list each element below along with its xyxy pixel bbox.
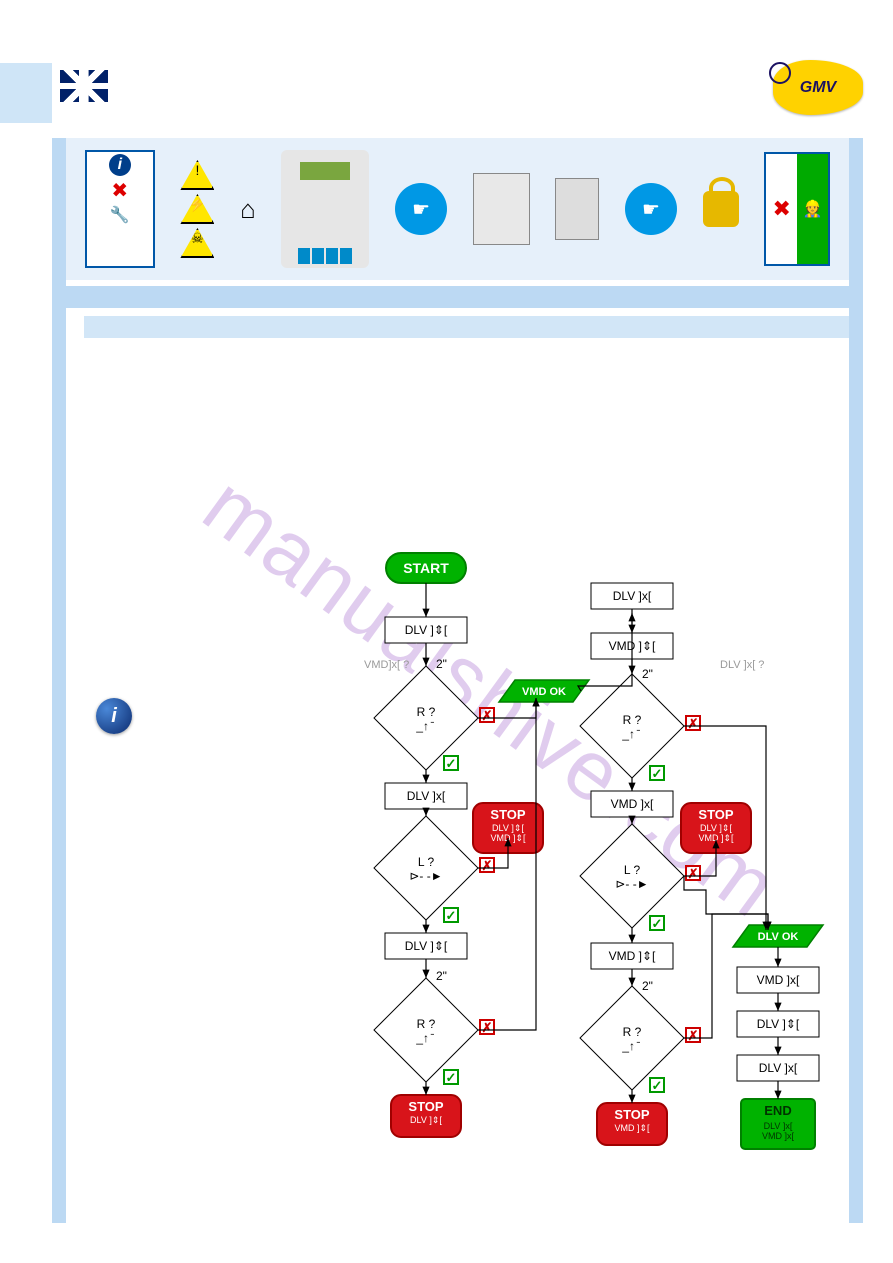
svg-text:VMD OK: VMD OK <box>522 686 566 698</box>
svg-text:⊳- -►: ⊳- -► <box>615 877 648 891</box>
content: i ✖ 🔧 ! ⚡ ☠ ⌂ ☛ ☛ ✖ 👷 <box>52 138 863 1223</box>
svg-text:✗: ✗ <box>482 1020 493 1035</box>
svg-text:⊳- -►: ⊳- -► <box>409 869 442 883</box>
svg-text:VMD ]x[: VMD ]x[ <box>762 1131 795 1141</box>
svg-text:STOP: STOP <box>698 807 733 822</box>
svg-text:✓: ✓ <box>652 766 663 781</box>
svg-text:VMD ]x[: VMD ]x[ <box>611 797 654 811</box>
brand-logo: GMV <box>773 60 863 115</box>
svg-text:VMD]x[ ?: VMD]x[ ? <box>364 659 409 671</box>
svg-text:DLV ]⇕[: DLV ]⇕[ <box>410 1115 442 1125</box>
svg-text:DLV ]x[: DLV ]x[ <box>407 789 446 803</box>
svg-text:✗: ✗ <box>482 858 493 873</box>
svg-text:L ?: L ? <box>418 855 435 869</box>
svg-text:✓: ✓ <box>446 756 457 771</box>
svg-text:2": 2" <box>642 979 653 993</box>
svg-text:STOP: STOP <box>408 1099 443 1114</box>
svg-text:✗: ✗ <box>688 1028 699 1043</box>
svg-text:2": 2" <box>436 657 447 671</box>
svg-text:DLV ]⇕[: DLV ]⇕[ <box>492 823 524 833</box>
svg-text:✗: ✗ <box>688 716 699 731</box>
svg-text:✓: ✓ <box>652 916 663 931</box>
svg-text:R ?: R ? <box>417 705 436 719</box>
svg-text:✗: ✗ <box>688 866 699 881</box>
svg-text:DLV ]x[: DLV ]x[ <box>759 1061 798 1075</box>
svg-text:✓: ✓ <box>446 1070 457 1085</box>
flag-bar <box>0 63 52 123</box>
svg-text:R ?: R ? <box>623 713 642 727</box>
svg-text:L ?: L ? <box>624 863 641 877</box>
uk-flag-icon <box>60 70 108 102</box>
svg-text:2": 2" <box>436 969 447 983</box>
svg-text:2": 2" <box>642 667 653 681</box>
svg-text:DLV ]x[ ?: DLV ]x[ ? <box>720 659 764 671</box>
svg-text:START: START <box>403 560 449 576</box>
svg-text:VMD ]⇕[: VMD ]⇕[ <box>614 1123 650 1133</box>
svg-text:DLV ]⇕[: DLV ]⇕[ <box>757 1017 800 1031</box>
svg-text:END: END <box>764 1103 791 1118</box>
svg-text:DLV ]⇕[: DLV ]⇕[ <box>405 939 448 953</box>
svg-text:✓: ✓ <box>446 908 457 923</box>
svg-text:STOP: STOP <box>614 1107 649 1122</box>
svg-text:✓: ✓ <box>652 1078 663 1093</box>
svg-text:DLV ]⇕[: DLV ]⇕[ <box>700 823 732 833</box>
svg-text:DLV ]x[: DLV ]x[ <box>764 1121 793 1131</box>
svg-text:R ?: R ? <box>417 1017 436 1031</box>
svg-text:DLV ]⇕[: DLV ]⇕[ <box>405 623 448 637</box>
svg-text:VMD ]x[: VMD ]x[ <box>757 973 800 987</box>
svg-text:DLV OK: DLV OK <box>758 931 799 943</box>
svg-text:R ?: R ? <box>623 1025 642 1039</box>
svg-text:VMD ]⇕[: VMD ]⇕[ <box>609 949 656 963</box>
svg-text:STOP: STOP <box>490 807 525 822</box>
flowchart: STARTDLV ]⇕[VMD]x[ ?2"R ? ̲ ↑ ̄✗✓DLV ]x[… <box>66 138 856 1168</box>
page: GMV i ✖ 🔧 ! ⚡ ☠ ⌂ ☛ ☛ ✖ <box>0 0 893 1263</box>
svg-text:✗: ✗ <box>482 708 493 723</box>
svg-text:DLV ]x[: DLV ]x[ <box>613 589 652 603</box>
